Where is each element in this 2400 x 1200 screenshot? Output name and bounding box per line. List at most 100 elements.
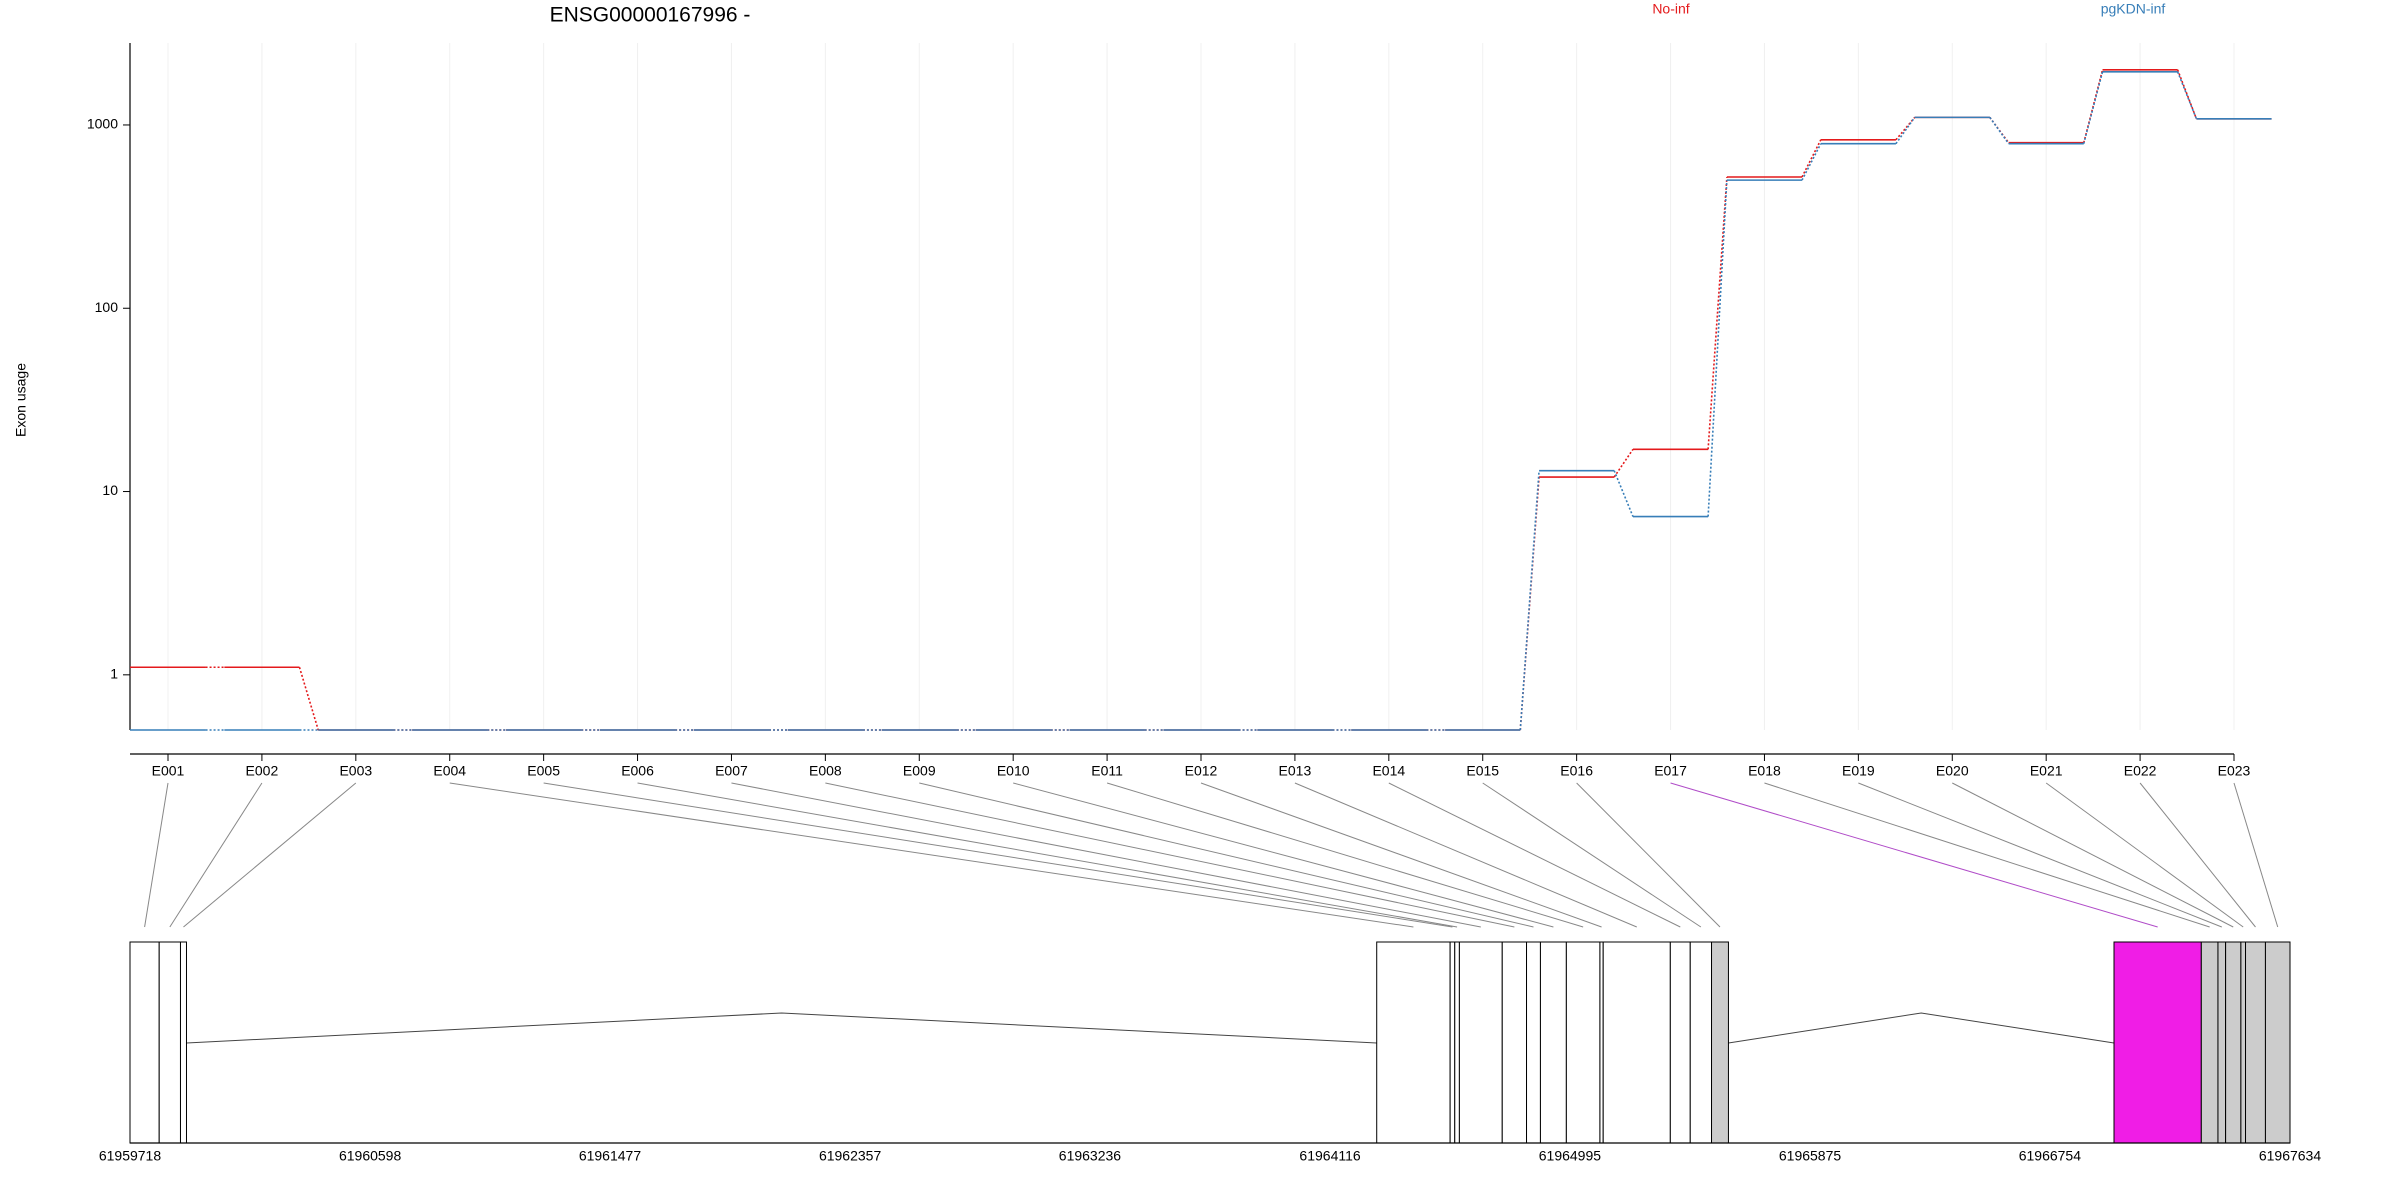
usage-connector: [1801, 143, 1822, 181]
exon: [1669, 941, 1691, 1144]
exon-connector: [183, 782, 357, 928]
exon: [1602, 941, 1671, 1144]
exon-connector: [1952, 782, 2234, 928]
exon-connector: [1482, 782, 1702, 928]
x-tick-label: E003: [339, 763, 372, 779]
usage-connector: [1613, 470, 1634, 517]
x-tick-label: E023: [2218, 763, 2251, 779]
legend-entry: pgKDN-inf: [2101, 1, 2166, 17]
x-tick-label: E021: [2030, 763, 2063, 779]
exon: [129, 941, 160, 1144]
exon-connector: [144, 782, 169, 928]
exon-connector: [2139, 782, 2256, 928]
x-tick-label: E018: [1748, 763, 1781, 779]
exon-connector: [2045, 782, 2244, 928]
genome-tick-label: 61967634: [2259, 1148, 2322, 1164]
x-tick-label: E008: [809, 763, 842, 779]
exon: [1501, 941, 1528, 1144]
exon: [1376, 941, 1451, 1144]
usage-connector: [1895, 116, 1916, 141]
x-tick-label: E010: [997, 763, 1030, 779]
genome-tick-label: 61961477: [579, 1148, 642, 1164]
x-tick-label: E013: [1279, 763, 1312, 779]
exon: [1539, 941, 1567, 1144]
usage-connector: [2176, 71, 2198, 120]
exon: [2245, 941, 2266, 1144]
intron: [1728, 1012, 2115, 1044]
exon: [1526, 941, 1541, 1144]
exon-connector: [169, 782, 263, 928]
exon: [2217, 941, 2227, 1144]
exon-connector: [1670, 782, 2158, 928]
genome-tick-label: 61964995: [1539, 1148, 1602, 1164]
chart-title: ENSG00000167996 -: [550, 4, 751, 27]
genome-tick-label: 61964116: [1299, 1148, 1360, 1164]
exon-connector: [449, 782, 1414, 928]
exon: [1689, 941, 1713, 1144]
x-tick-label: E009: [903, 763, 936, 779]
exon-connector: [825, 782, 1515, 928]
exon-connector: [1858, 782, 2222, 928]
usage-connector: [2082, 71, 2104, 144]
legend-entry: No-inf: [1652, 1, 1689, 17]
x-tick-label: E022: [2124, 763, 2157, 779]
y-tick-label: 1000: [87, 116, 118, 132]
usage-connector: [1519, 476, 1540, 731]
genome-tick-label: 61960598: [339, 1148, 402, 1164]
y-tick-label: 1: [110, 666, 118, 682]
x-tick-label: E017: [1654, 763, 1687, 779]
usage-connector: [1801, 139, 1822, 178]
x-tick-label: E001: [152, 763, 185, 779]
usage-connector: [1519, 470, 1540, 731]
x-tick-label: E016: [1560, 763, 1593, 779]
exon-connector: [637, 782, 1458, 928]
exon-connector: [919, 782, 1534, 928]
x-tick-label: E007: [715, 763, 748, 779]
y-tick-label: 100: [95, 299, 119, 315]
genome-tick-label: 61965875: [1779, 1148, 1842, 1164]
exon: [179, 941, 187, 1144]
exon: [1449, 941, 1456, 1144]
intron: [186, 1012, 1377, 1044]
exon: [2240, 941, 2247, 1144]
exon-connector: [1106, 782, 1584, 928]
exon-connector: [2233, 782, 2279, 928]
x-tick-label: E004: [433, 763, 466, 779]
exon: [158, 941, 181, 1144]
usage-connector: [298, 667, 320, 731]
x-tick-label: E020: [1936, 763, 1969, 779]
usage-connector: [1989, 116, 2010, 145]
exon-connector: [543, 782, 1453, 928]
usage-connector: [1707, 180, 1728, 517]
x-tick-label: E006: [621, 763, 654, 779]
exon: [1565, 941, 1601, 1144]
exon: [1454, 941, 1460, 1144]
exon-connector: [1013, 782, 1554, 928]
exon: [2264, 941, 2291, 1144]
x-tick-label: E015: [1466, 763, 1499, 779]
exon-connector: [1764, 782, 2210, 928]
genome-tick-label: 61962357: [819, 1148, 882, 1164]
genome-tick-label: 61963236: [1059, 1148, 1122, 1164]
exon: [1458, 941, 1503, 1144]
exon-connector: [1294, 782, 1637, 928]
x-tick-label: E002: [246, 763, 279, 779]
x-tick-label: E012: [1185, 763, 1218, 779]
exon-connector: [731, 782, 1481, 928]
x-tick-label: E011: [1091, 763, 1123, 779]
y-axis-label: Exon usage: [13, 363, 29, 437]
exon-connector: [1388, 782, 1681, 928]
usage-connector: [2176, 69, 2198, 120]
exon-connector: [1200, 782, 1602, 928]
x-tick-label: E005: [527, 763, 560, 779]
genome-tick-label: 61959718: [99, 1148, 162, 1164]
exon: [1711, 941, 1729, 1144]
exon: [2113, 941, 2202, 1144]
x-tick-label: E019: [1842, 763, 1875, 779]
genome-tick-label: 61966754: [2019, 1148, 2082, 1164]
exon-connector: [1576, 782, 1721, 928]
usage-connector: [1707, 176, 1728, 450]
usage-connector: [1895, 116, 1916, 145]
x-tick-label: E014: [1372, 763, 1405, 779]
